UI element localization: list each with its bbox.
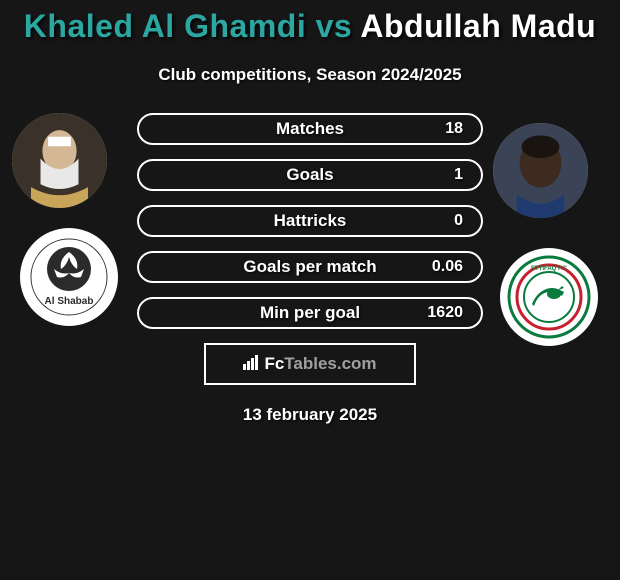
stats-table: Matches 18 Goals 1 Hattricks 0 Goals per…	[137, 113, 483, 329]
stat-row: Matches 18	[137, 113, 483, 145]
stat-row: Goals per match 0.06	[137, 251, 483, 283]
brand-box: FcTables.com	[204, 343, 416, 385]
svg-text:ETTIFAQ F.C: ETTIFAQ F.C	[531, 266, 568, 272]
player1-avatar-icon	[12, 113, 107, 208]
brand-suffix: Tables.com	[284, 354, 376, 373]
season-subtitle: Club competitions, Season 2024/2025	[0, 65, 620, 85]
stat-label-matches: Matches	[276, 119, 344, 139]
brand-prefix: Fc	[264, 354, 284, 373]
player2-name: Abdullah Madu	[360, 8, 596, 44]
player1-name: Khaled Al Ghamdi	[24, 8, 306, 44]
chart-icon	[243, 354, 261, 375]
player1-club-logo: Al Shabab	[20, 228, 118, 326]
stat-row: Hattricks 0	[137, 205, 483, 237]
stat-label-gpm: Goals per match	[243, 257, 376, 277]
stat-value-hattricks: 0	[454, 212, 463, 230]
stat-value-matches: 18	[445, 120, 463, 138]
stat-value-gpm: 0.06	[432, 258, 463, 276]
player2-club-logo: ETTIFAQ F.C	[500, 248, 598, 346]
stat-value-goals: 1	[454, 166, 463, 184]
stat-label-goals: Goals	[286, 165, 333, 185]
comparison-date: 13 february 2025	[0, 405, 620, 425]
comparison-content: Al Shabab ETTIFAQ F.C Matches 18 Goals 1…	[0, 113, 620, 425]
stat-label-mpg: Min per goal	[260, 303, 360, 323]
stat-value-mpg: 1620	[427, 304, 463, 322]
vs-text: vs	[316, 8, 353, 44]
player2-avatar-icon	[493, 123, 588, 218]
player2-photo	[493, 123, 588, 218]
comparison-title: Khaled Al Ghamdi vs Abdullah Madu	[0, 0, 620, 45]
player1-photo	[12, 113, 107, 208]
stat-row: Min per goal 1620	[137, 297, 483, 329]
alshabab-logo-icon: Al Shabab	[29, 237, 109, 317]
ettifaq-logo-icon: ETTIFAQ F.C	[506, 254, 592, 340]
brand-name: FcTables.com	[264, 354, 376, 374]
svg-text:Al Shabab: Al Shabab	[45, 296, 94, 307]
stat-row: Goals 1	[137, 159, 483, 191]
stat-label-hattricks: Hattricks	[274, 211, 347, 231]
